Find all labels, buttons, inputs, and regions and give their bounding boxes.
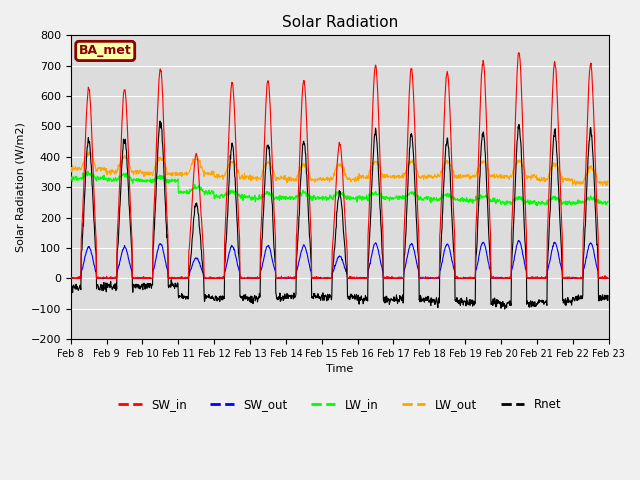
X-axis label: Time: Time [326, 364, 353, 374]
Y-axis label: Solar Radiation (W/m2): Solar Radiation (W/m2) [15, 122, 25, 252]
Text: BA_met: BA_met [79, 45, 132, 58]
Legend: SW_in, SW_out, LW_in, LW_out, Rnet: SW_in, SW_out, LW_in, LW_out, Rnet [113, 394, 566, 416]
Title: Solar Radiation: Solar Radiation [282, 15, 398, 30]
